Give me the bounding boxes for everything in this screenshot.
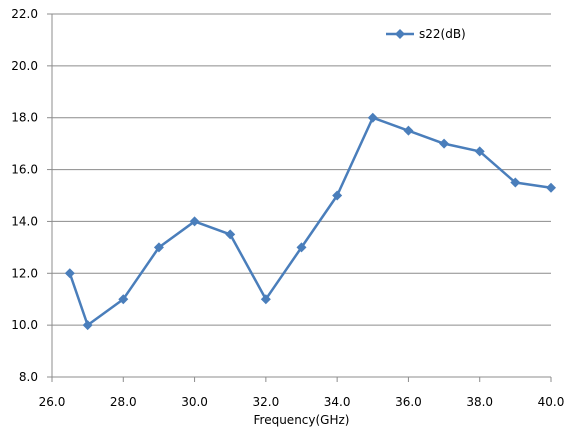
- y-tick-label-3: 14.0: [11, 214, 38, 228]
- data-point-marker: [153, 242, 164, 253]
- y-tick-labels: 8.0 10.0 12.0 14.0 16.0 18.0 20.0 22.0: [11, 7, 38, 384]
- data-point-marker: [546, 182, 556, 193]
- x-tick-label-3: 32.0: [252, 395, 279, 409]
- y-tick-label-1: 10.0: [11, 318, 38, 332]
- x-tick-labels: 26.0 28.0 30.0 32.0 34.0 36.0 38.0 40.0: [39, 395, 564, 409]
- y-tick-label-5: 18.0: [11, 111, 38, 125]
- data-point-marker: [260, 294, 271, 305]
- x-tick-label-6: 38.0: [466, 395, 493, 409]
- data-point-marker: [403, 125, 414, 136]
- data-point-marker: [225, 229, 236, 240]
- x-tick-label-4: 34.0: [324, 395, 351, 409]
- x-axis-label: Frequency(GHz): [254, 413, 350, 427]
- x-tick-label-7: 40.0: [538, 395, 564, 409]
- data-point-marker: [474, 146, 485, 157]
- y-tick-label-7: 22.0: [11, 7, 38, 21]
- data-point-marker: [189, 216, 200, 227]
- data-point-marker: [296, 242, 307, 253]
- legend-label: s22(dB): [419, 27, 466, 41]
- data-point-marker: [118, 294, 129, 305]
- gridlines: [52, 13, 551, 326]
- x-tick-label-2: 30.0: [181, 395, 208, 409]
- data-point-marker: [439, 138, 450, 149]
- legend: s22(dB): [386, 27, 466, 41]
- axes: [47, 13, 552, 382]
- y-tick-label-6: 20.0: [11, 59, 38, 73]
- y-tick-label-4: 16.0: [11, 163, 38, 177]
- data-point-marker: [510, 177, 521, 188]
- x-tick-label-5: 36.0: [395, 395, 422, 409]
- data-point-marker: [64, 268, 75, 279]
- data-point-marker: [367, 112, 378, 123]
- x-tick-label-1: 28.0: [110, 395, 137, 409]
- x-tick-label-0: 26.0: [39, 395, 66, 409]
- y-tick-label-0: 8.0: [19, 370, 38, 384]
- y-tick-label-2: 12.0: [11, 266, 38, 280]
- data-point-marker: [82, 320, 93, 331]
- data-point-marker: [332, 190, 343, 201]
- series-group: [64, 112, 556, 331]
- legend-marker: [395, 29, 405, 39]
